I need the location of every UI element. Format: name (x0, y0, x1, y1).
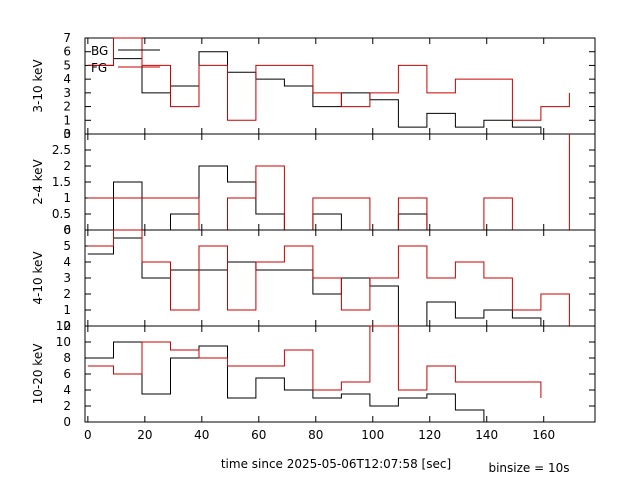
y-tick-label: 2 (63, 399, 71, 413)
y-tick-label: 0 (63, 415, 71, 429)
y-tick-label: 7 (63, 31, 71, 45)
y-tick-label: 6 (63, 45, 71, 59)
x-tick-label: 160 (532, 428, 555, 442)
binsize-note: binsize = 10s (488, 461, 569, 475)
x-tick-label: 20 (137, 428, 152, 442)
y-tick-label: 1 (63, 303, 71, 317)
y-tick-label: 2 (63, 100, 71, 114)
legend-label-fg: FG (91, 61, 107, 75)
y-tick-label: 0 (63, 223, 71, 237)
y-tick-label: 1.5 (52, 175, 71, 189)
series-fg-line (87, 229, 570, 326)
panel-frame (84, 325, 596, 423)
y-tick-label: 2.5 (52, 143, 71, 157)
x-tick-label: 0 (84, 428, 92, 442)
y-tick-label: 2 (63, 287, 71, 301)
x-axis-label: time since 2025-05-06T12:07:58 [sec] (221, 457, 451, 471)
y-tick-label: 6 (63, 223, 71, 237)
y-tick-label: 8 (63, 351, 71, 365)
legend: BG FG (91, 44, 160, 75)
y-tick-label: 12 (56, 319, 71, 333)
series-fg-line (87, 37, 570, 121)
x-tick-label: 80 (308, 428, 323, 442)
y-tick-label: 5 (63, 239, 71, 253)
x-tick-label: 60 (251, 428, 266, 442)
y-tick-label: 3 (63, 271, 71, 285)
x-tick-label: 100 (361, 428, 384, 442)
y-tick-label: 5 (63, 58, 71, 72)
y-tick-label: 4 (63, 255, 71, 269)
panel-1: 0 0.5 1 1.5 2 2.5 3 2-4 keV (31, 127, 596, 237)
y-axis-label: 2-4 keV (31, 158, 45, 204)
y-tick-label: 10 (56, 335, 71, 349)
legend-label-bg: BG (91, 44, 108, 58)
y-tick-label: 1 (63, 191, 71, 205)
panel-frame (84, 37, 596, 135)
y-tick-label: 2 (63, 159, 71, 173)
series-fg-line (87, 325, 542, 398)
y-tick-label: 0.5 (52, 207, 71, 221)
x-tick-label: 120 (418, 428, 441, 442)
x-tick-label: 140 (475, 428, 498, 442)
series-bg-line (87, 341, 485, 422)
y-tick-label: 6 (63, 367, 71, 381)
series-bg-line (87, 237, 542, 327)
y-tick-label: 4 (63, 72, 71, 86)
y-tick-label: 0 (63, 127, 71, 141)
y-tick-label: 3 (63, 86, 71, 100)
panel-frame (84, 133, 596, 231)
y-axis-label: 4-10 keV (31, 251, 45, 305)
y-axis-label: 10-20 keV (31, 343, 45, 405)
x-tick-label: 40 (194, 428, 209, 442)
y-tick-label: 0 (63, 319, 71, 333)
series-fg-line (87, 134, 570, 231)
y-tick-label: 1 (63, 113, 71, 127)
y-tick-label: 4 (63, 383, 71, 397)
y-axis-label: 3-10 keV (31, 59, 45, 113)
y-tick-label: 3 (63, 127, 71, 141)
